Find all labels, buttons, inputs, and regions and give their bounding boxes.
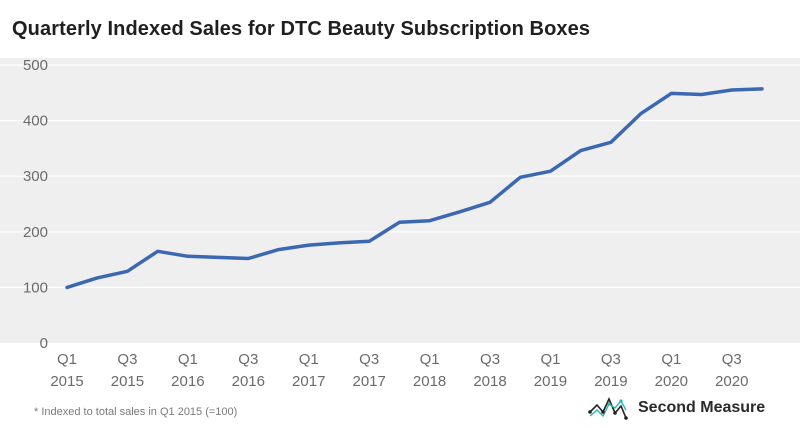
x-tick-year: 2017	[292, 373, 325, 390]
x-tick-year: 2015	[50, 373, 83, 390]
x-tick-year: 2017	[352, 373, 385, 390]
x-tick-quarter: Q1	[540, 351, 560, 368]
y-tick-label: 300	[23, 168, 48, 185]
x-tick-quarter: Q3	[601, 351, 621, 368]
second-measure-logo-icon	[588, 397, 628, 420]
y-axis: 0 100 200 300 400 500	[23, 58, 48, 352]
y-tick-label: 100	[23, 279, 48, 296]
brand-name: Second Measure	[638, 399, 766, 416]
brand-mark: Second Measure	[588, 394, 765, 422]
x-tick-year: 2019	[534, 373, 567, 390]
plot-area	[0, 58, 800, 343]
x-tick-year: 2020	[715, 373, 748, 390]
x-tick-year: 2018	[473, 373, 506, 390]
x-tick-year: 2020	[655, 373, 688, 390]
line-chart: 0 100 200 300 400 500 Q1 2015 Q3 2015 Q1 2016 Q3 201…	[0, 58, 800, 390]
gridlines	[0, 64, 800, 288]
x-tick-quarter: Q3	[117, 351, 137, 368]
x-tick-quarter: Q1	[420, 351, 440, 368]
x-tick-quarter: Q1	[57, 351, 77, 368]
x-tick-quarter: Q1	[178, 351, 198, 368]
x-tick-quarter: Q3	[480, 351, 500, 368]
x-tick-quarter: Q1	[299, 351, 319, 368]
series-group	[65, 87, 764, 290]
x-tick-quarter: Q1	[661, 351, 681, 368]
x-axis: Q1 2015 Q3 2015 Q1 2016 Q3 2016 Q1 2017 Q3 2017 Q1 20…	[50, 351, 748, 390]
x-tick-quarter: Q3	[359, 351, 379, 368]
x-tick-year: 2018	[413, 373, 446, 390]
x-tick-quarter: Q3	[238, 351, 258, 368]
y-tick-label: 0	[40, 335, 48, 352]
x-tick-year: 2016	[232, 373, 265, 390]
x-tick-quarter: Q3	[722, 351, 742, 368]
y-tick-label: 400	[23, 113, 48, 130]
chart-title: Quarterly Indexed Sales for DTC Beauty S…	[12, 18, 591, 40]
series-line-indexed-sales	[65, 87, 764, 290]
y-tick-label: 500	[23, 58, 48, 74]
x-tick-year: 2016	[171, 373, 204, 390]
x-tick-year: 2019	[594, 373, 627, 390]
x-tick-year: 2015	[111, 373, 144, 390]
footnote: * Indexed to total sales in Q1 2015 (=10…	[34, 406, 238, 418]
y-tick-label: 200	[23, 224, 48, 241]
